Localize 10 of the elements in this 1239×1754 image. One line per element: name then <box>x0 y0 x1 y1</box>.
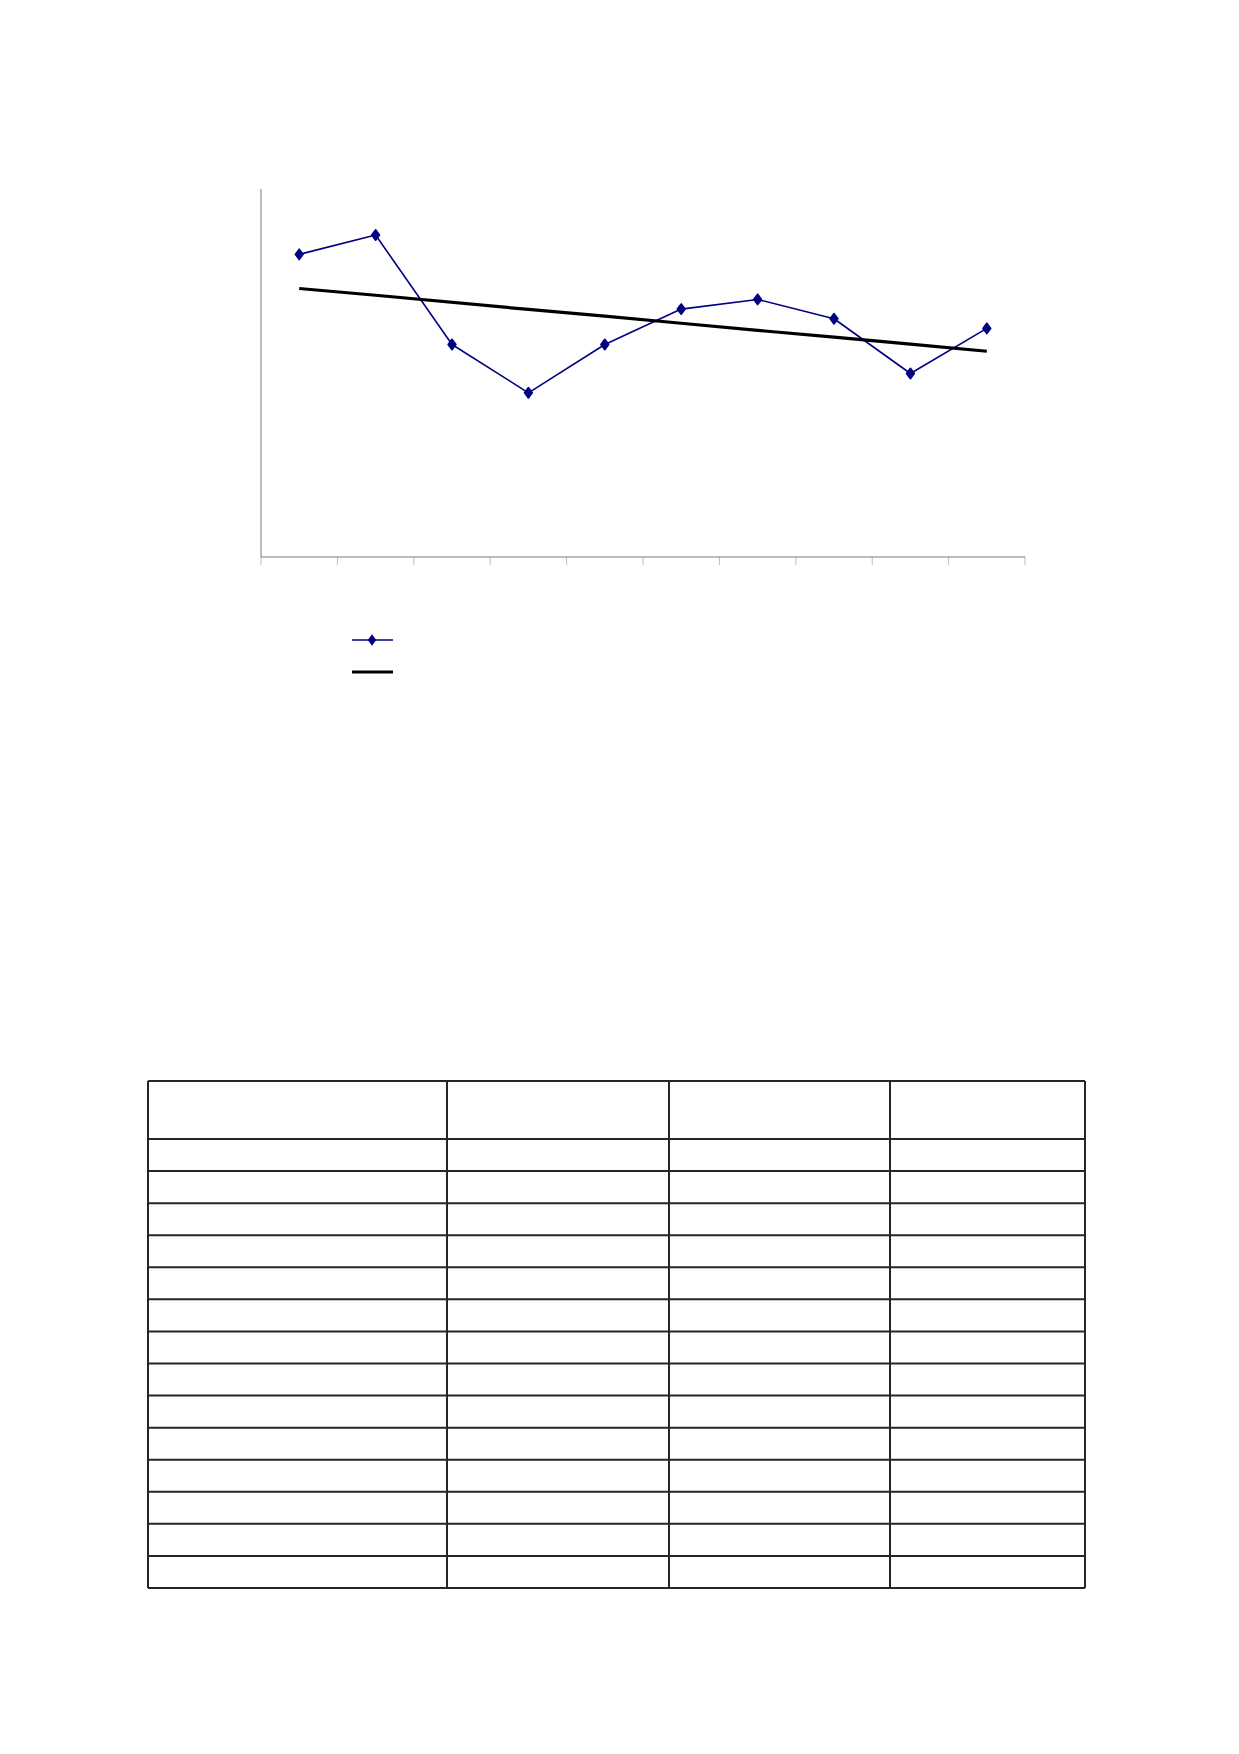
point <box>370 229 381 242</box>
point <box>600 338 610 351</box>
point <box>905 367 916 380</box>
point <box>982 322 992 335</box>
point <box>523 386 534 399</box>
point <box>447 338 457 351</box>
point <box>829 312 839 325</box>
point <box>294 248 304 261</box>
point <box>676 303 686 316</box>
point <box>752 293 763 306</box>
